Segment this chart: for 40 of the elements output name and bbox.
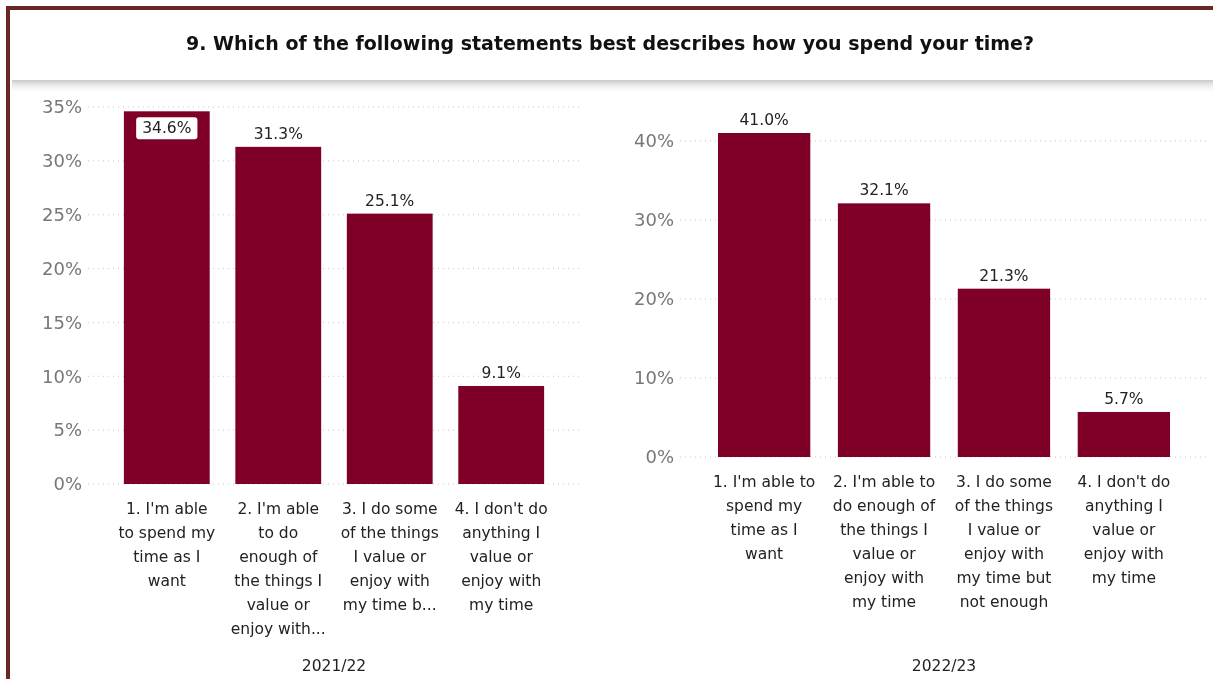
y-tick-label: 30% — [633, 209, 674, 231]
y-tick-label: 15% — [41, 311, 82, 333]
data-label: 25.1% — [365, 191, 415, 210]
x-tick-label: 4. I don't do anything I value or enjoy with my time — [1077, 473, 1171, 587]
y-tick-label: 25% — [41, 204, 82, 226]
x-tick-label: 1. I'm able to spend my time as I want — [118, 500, 216, 590]
data-label: 41.0% — [739, 111, 789, 129]
bar — [957, 288, 1051, 457]
x-tick-label: 1. I'm able to spend my time as I want — [713, 473, 816, 563]
data-label: 31.3% — [253, 124, 303, 143]
y-tick-label: 0% — [53, 473, 82, 495]
bar — [123, 111, 210, 484]
data-label: 5.7% — [1104, 389, 1144, 408]
y-tick-label: 20% — [41, 257, 82, 279]
bar — [346, 213, 433, 484]
chart-title: 9. Which of the following statements best describes how you spend your time? — [185, 32, 1035, 54]
y-tick-label: 10% — [41, 365, 82, 387]
data-label: 32.1% — [859, 181, 909, 200]
x-axis-title: 2021/22 — [301, 657, 367, 675]
bar — [235, 146, 322, 484]
y-tick-label: 30% — [41, 150, 82, 172]
data-label: 34.6% — [142, 119, 192, 138]
bar — [1077, 411, 1171, 457]
x-tick-label: 2. I'm able to do enough of the things I value or enjoy with... — [230, 500, 326, 638]
x-axis-title: 2022/23 — [911, 657, 977, 675]
x-tick-label: 4. I don't do anything I value or enjoy with my time — [454, 500, 548, 614]
bar — [458, 385, 545, 484]
y-tick-label: 10% — [633, 367, 674, 389]
y-tick-label: 5% — [53, 419, 82, 441]
y-tick-label: 20% — [633, 288, 674, 310]
y-tick-label: 40% — [633, 130, 674, 152]
data-label: 21.3% — [979, 266, 1029, 285]
data-label: 9.1% — [481, 363, 521, 382]
y-tick-label: 0% — [645, 446, 674, 468]
bar — [717, 133, 811, 457]
y-tick-label: 35% — [41, 96, 82, 118]
x-tick-label: 3. I do some of the things I value or enjoy with my time b... — [340, 500, 439, 614]
x-tick-label: 3. I do some of the things I value or enjoy with my time but not enough — [954, 473, 1054, 611]
bar — [837, 203, 931, 457]
x-tick-label: 2. I'm able to do enough of the things I value or enjoy with my time — [832, 473, 936, 611]
